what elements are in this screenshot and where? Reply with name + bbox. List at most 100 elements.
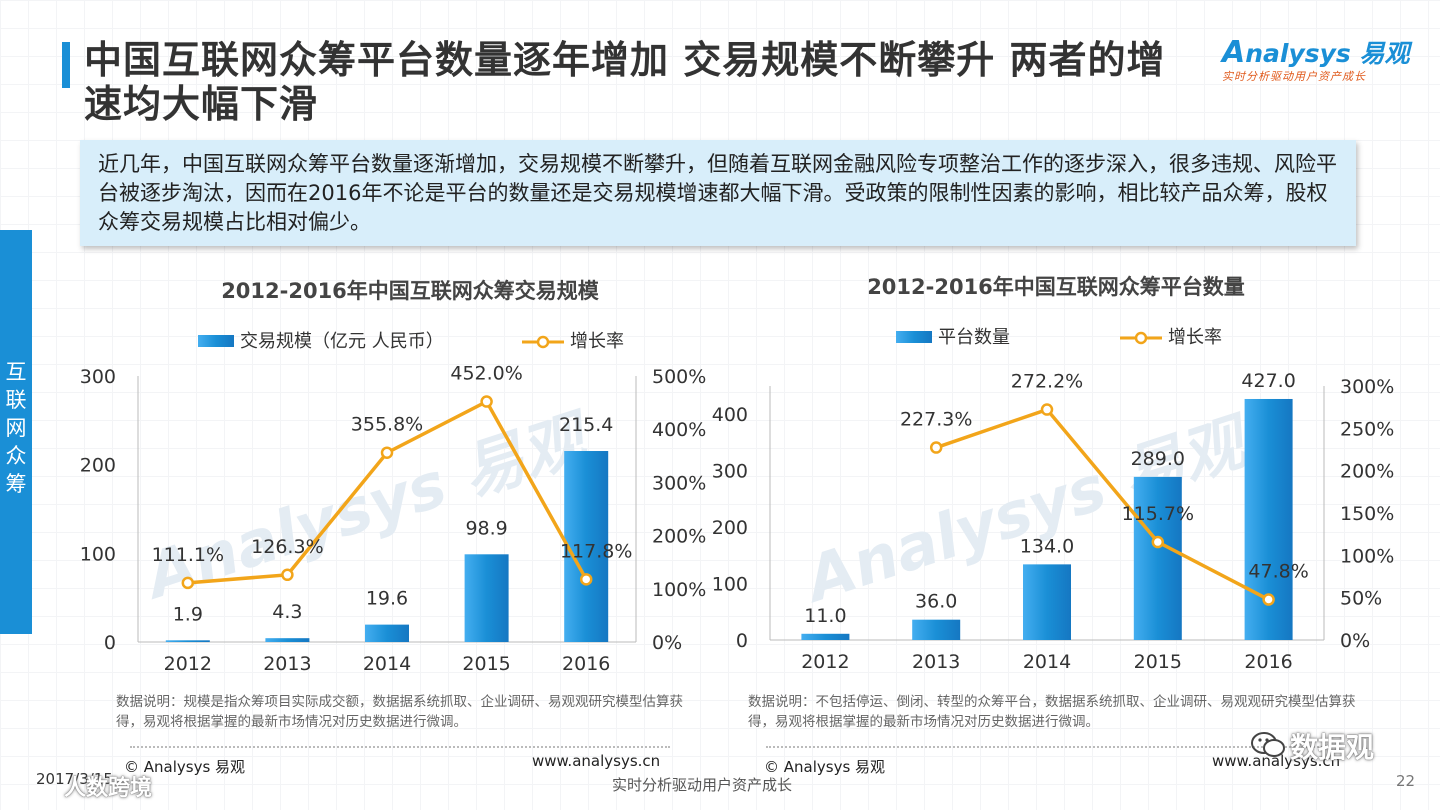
growth-point [281, 568, 294, 582]
y2-tick-label: 500% [652, 366, 706, 388]
logo-slogan: 实时分析驱动用户资产成长 [1222, 70, 1366, 83]
watermark-left: 人数跨境 [64, 776, 153, 801]
y2-tick-label: 100% [652, 579, 706, 601]
watermark-right: 数据观 [1290, 731, 1375, 764]
bar [265, 638, 310, 642]
growth-data-label: 111.1% [152, 544, 224, 566]
url-left: www.analysys.cn [532, 752, 661, 770]
y2-tick-label: 300% [652, 472, 706, 494]
y2-tick-label: 150% [1340, 503, 1394, 525]
bar-data-label: 36.0 [915, 591, 957, 613]
x-tick-label: 2012 [801, 651, 849, 673]
bar [912, 619, 961, 640]
growth-data-label: 227.3% [900, 409, 972, 431]
bar [1133, 476, 1182, 640]
legend-bar-label: 交易规模（亿元 人民币） [240, 331, 444, 352]
legend-bar-label: 平台数量 [938, 327, 1010, 348]
footer-date: 2017/3/15 [36, 770, 113, 788]
summary-box: 近几年，中国互联网众筹平台数量逐渐增加，交易规模不断攀升，但随着互联网金融风险专… [80, 140, 1356, 246]
sidebar-tab [0, 230, 32, 634]
growth-data-label: 272.2% [1011, 371, 1083, 393]
y-tick-label: 200 [80, 455, 116, 477]
chart-title: 2012-2016年中国互联网众筹平台数量 [867, 275, 1245, 299]
y2-tick-label: 0% [652, 632, 682, 654]
legend-bar-swatch [198, 335, 234, 347]
legend-line-label: 增长率 [570, 331, 624, 352]
x-tick-label: 2012 [164, 653, 212, 675]
page-title: 中国互联网众筹平台数量逐年增加 交易规模不断攀升 两者的增速均大幅下滑 [84, 38, 1166, 126]
chart-platform-count-note: 数据说明：不包括停运、倒闭、转型的众筹平台，数据据系统抓取、企业调研、易观观研究… [748, 694, 1356, 730]
sidebar-tab-label: 互联网众筹 [5, 360, 27, 496]
growth-point [181, 576, 195, 590]
y2-tick-label: 200% [1340, 461, 1394, 483]
y-tick-label: 100 [712, 574, 748, 596]
chart-platform-count: 2012-2016年中国互联网众筹平台数量 Analysys 易观 平台数量 增长率 0… [700, 260, 1400, 770]
logo-wordmark: Analysys 易观 [1222, 35, 1410, 70]
chart-title: 2012-2016年中国互联网众筹交易规模 [221, 279, 600, 303]
y-tick-label: 300 [712, 461, 748, 483]
bar-data-label: 98.9 [465, 517, 507, 539]
title-accent-bar [62, 42, 70, 88]
growth-data-label: 452.0% [450, 363, 522, 385]
divider-right [766, 746, 1326, 748]
divider-left [130, 746, 670, 748]
growth-data-label: 47.8% [1248, 561, 1308, 583]
bar-data-label: 19.6 [366, 588, 408, 610]
x-tick-label: 2013 [263, 653, 311, 675]
legend-line-label: 增长率 [1168, 327, 1222, 348]
growth-point [1262, 593, 1275, 606]
bar [801, 633, 850, 640]
chart-transaction-scale: 2012-2016年中国互联网众筹交易规模 Analysys 易观 交易规模（亿元 … [60, 260, 740, 770]
y2-tick-label: 50% [1340, 588, 1382, 610]
bar-data-label: 289.0 [1131, 448, 1185, 470]
growth-data-label: 126.3% [251, 536, 323, 558]
bar-data-label: 4.3 [272, 601, 302, 623]
page-number: 22 [1396, 772, 1416, 790]
y-tick-label: 0 [104, 632, 116, 654]
growth-point [929, 441, 943, 454]
wechat-icon [1251, 732, 1285, 757]
bar-data-label: 427.0 [1241, 370, 1295, 392]
copyright-left: © Analysys 易观 [124, 758, 246, 776]
bar-data-label: 134.0 [1020, 535, 1074, 557]
x-tick-label: 2014 [363, 653, 411, 675]
x-tick-label: 2014 [1023, 651, 1071, 673]
y-tick-label: 0 [736, 630, 748, 652]
growth-point [480, 395, 493, 408]
growth-point [1040, 403, 1054, 416]
y-tick-label: 200 [712, 517, 748, 539]
copyright-right: © Analysys 易观 [764, 758, 886, 776]
growth-data-label: 355.8% [351, 414, 423, 436]
x-tick-label: 2013 [912, 651, 960, 673]
legend-line-marker [1134, 331, 1148, 345]
y2-tick-label: 250% [1340, 418, 1394, 440]
y2-tick-label: 200% [652, 526, 706, 548]
y-tick-label: 400 [712, 404, 748, 426]
x-tick-label: 2016 [1244, 651, 1292, 673]
x-tick-label: 2015 [1134, 651, 1182, 673]
bar [564, 451, 609, 642]
bar-data-label: 215.4 [559, 414, 613, 436]
y2-tick-label: 400% [652, 419, 706, 441]
bar [464, 554, 509, 642]
x-tick-label: 2016 [562, 653, 610, 675]
bar [1023, 564, 1071, 640]
growth-point [380, 446, 394, 459]
url-right: www.analysys.cn [1212, 752, 1341, 770]
bar [165, 640, 210, 642]
y2-tick-label: 300% [1340, 376, 1394, 398]
y-tick-label: 300 [80, 366, 116, 388]
growth-data-label: 117.8% [560, 540, 632, 562]
x-tick-label: 2015 [462, 653, 510, 675]
growth-point [579, 573, 593, 586]
y-tick-label: 100 [80, 543, 116, 565]
analysys-logo: Analysys 易观 实时分析驱动用户资产成长 [1222, 34, 1410, 86]
growth-line [935, 407, 1270, 602]
y2-tick-label: 100% [1340, 545, 1394, 567]
legend-line-marker [536, 335, 550, 349]
y2-tick-label: 0% [1340, 630, 1370, 652]
chart-transaction-scale-note: 数据说明：规模是指众筹项目实际成交额，数据据系统抓取、企业调研、易观观研究模型估… [116, 694, 683, 730]
